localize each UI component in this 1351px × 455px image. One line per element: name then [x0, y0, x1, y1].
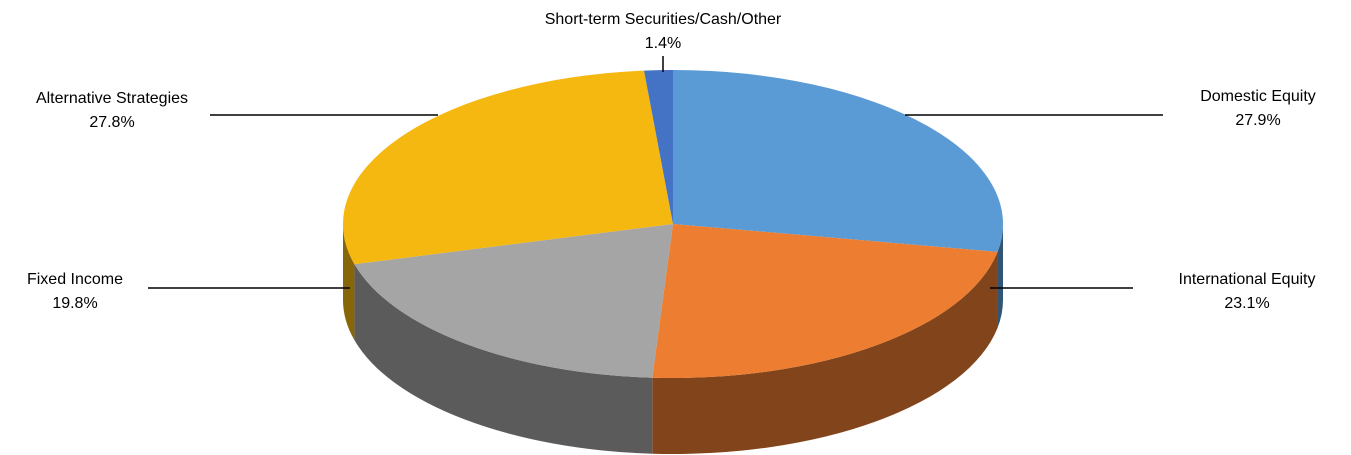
value-label: 27.8% [89, 114, 134, 131]
slice-side [997, 224, 1003, 328]
value-label: 1.4% [645, 35, 681, 52]
slice-side [343, 224, 355, 341]
slice [644, 70, 673, 224]
slice [354, 224, 673, 378]
slice [652, 224, 998, 378]
slice-side [652, 251, 998, 454]
slice [673, 70, 1003, 252]
slice-label: Fixed Income [27, 271, 123, 288]
value-label: 23.1% [1224, 295, 1269, 312]
slice-side [354, 264, 653, 454]
slice-label: Domestic Equity [1200, 88, 1316, 105]
value-label: 27.9% [1235, 112, 1280, 129]
slice-label: Alternative Strategies [36, 90, 188, 107]
slice-label: International Equity [1179, 271, 1316, 288]
value-label: 19.8% [52, 295, 97, 312]
slice-label: Short-term Securities/Cash/Other [545, 11, 782, 28]
slice [343, 70, 673, 265]
